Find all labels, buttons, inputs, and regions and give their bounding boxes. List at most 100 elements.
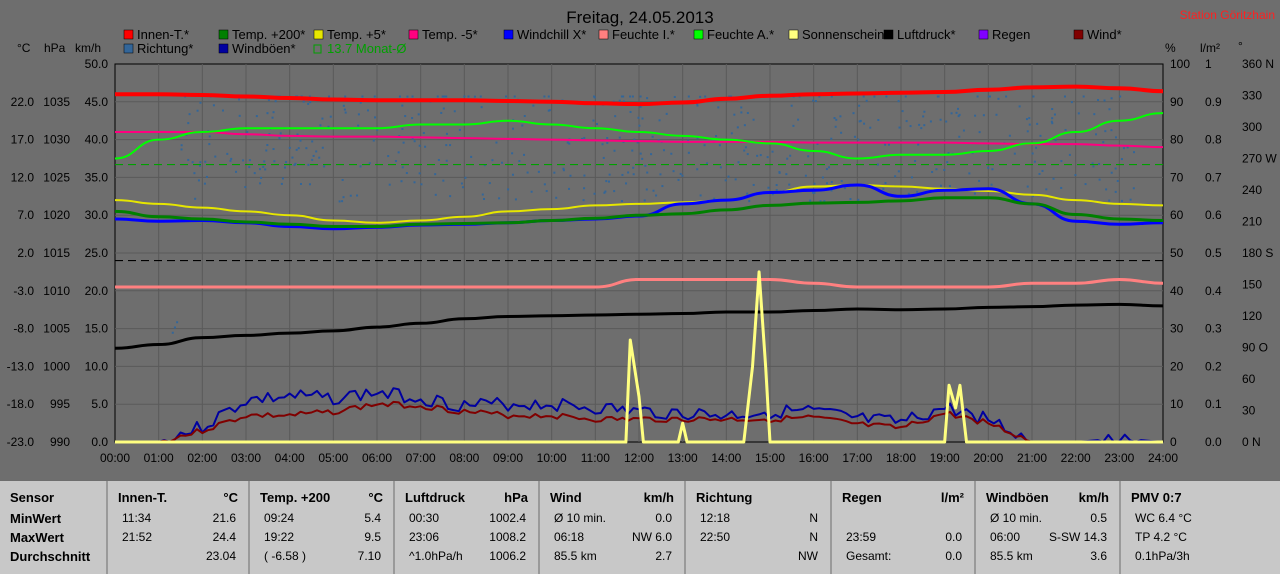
series-line (115, 277, 1164, 289)
direction-point (730, 132, 733, 135)
direction-point (397, 151, 400, 154)
tick-wind: 15.0 (85, 322, 109, 336)
stats-avg-value: 2.7 (655, 549, 672, 563)
direction-point (812, 99, 815, 102)
direction-point (405, 172, 408, 175)
stats-avg-note: Gesamt: (846, 549, 892, 563)
direction-point (790, 104, 793, 107)
direction-point (789, 154, 792, 157)
direction-point (199, 161, 202, 164)
direction-point (859, 119, 862, 122)
direction-point (495, 141, 498, 144)
direction-point (1028, 117, 1031, 120)
legend-label: Windböen* (232, 41, 296, 56)
direction-point (1104, 130, 1107, 133)
direction-point (442, 179, 445, 182)
direction-point (1132, 187, 1135, 190)
direction-point (622, 100, 625, 103)
direction-point (976, 95, 979, 98)
direction-point (194, 197, 197, 200)
direction-point (197, 179, 200, 182)
stats-max-value: 0.0 (945, 530, 962, 544)
direction-point (853, 135, 856, 138)
stats-max-value: S-SW 14.3 (1048, 530, 1107, 544)
direction-scatter (171, 95, 1136, 334)
direction-point (813, 191, 816, 194)
direction-point (990, 183, 993, 186)
direction-point (632, 173, 635, 176)
legend: Innen-T.* Temp. +200* Temp. +5* Temp. -5* Wi… (123, 27, 1122, 56)
chart-title: Freitag, 24.05.2013 (566, 8, 713, 27)
stats-column: Temp. +200 °C 09:24 5.4 19:22 9.5 ( -6.58 ) 7.1… (250, 481, 395, 574)
legend-label: Sonnenschein* (802, 27, 889, 42)
stats-sensor-name: Luftdruck (405, 490, 465, 505)
direction-point (766, 156, 769, 159)
tick-rain: 0.9 (1205, 95, 1222, 109)
direction-point (997, 97, 1000, 100)
direction-point (187, 122, 190, 125)
direction-point (532, 104, 535, 107)
tick-direction: 360 N (1242, 57, 1274, 71)
tick-humidity: 10 (1170, 397, 1184, 411)
stats-unit: °C (223, 490, 238, 505)
direction-point (1103, 99, 1106, 102)
direction-point (828, 166, 831, 169)
series-line (114, 112, 1164, 160)
stats-max-value: NW 6.0 (631, 530, 672, 544)
direction-point (400, 180, 403, 183)
direction-point (672, 170, 675, 173)
direction-point (865, 99, 868, 102)
legend-swatch (313, 29, 324, 40)
direction-point (394, 160, 397, 163)
direction-point (262, 165, 265, 168)
direction-point (343, 108, 346, 111)
tick-rain: 0.1 (1205, 397, 1222, 411)
direction-point (305, 147, 308, 150)
tick-rain: 0.2 (1205, 359, 1222, 373)
direction-point (266, 144, 269, 147)
direction-point (618, 99, 621, 102)
direction-point (816, 142, 819, 145)
direction-point (746, 192, 749, 195)
stats-min-value: 0.0 (655, 511, 672, 525)
direction-point (1098, 162, 1101, 165)
tick-temp: -8.0 (13, 322, 34, 336)
direction-point (748, 200, 751, 203)
row-labels-column: Sensor MinWert MaxWert Durchschnitt (0, 481, 108, 574)
direction-point (272, 148, 275, 151)
direction-point (849, 198, 852, 201)
direction-point (1035, 146, 1038, 149)
direction-point (807, 155, 810, 158)
direction-point (1092, 165, 1095, 168)
direction-point (797, 118, 800, 121)
stats-avg-note: 85.5 km (990, 549, 1033, 563)
unit-label-humidity: % (1165, 41, 1176, 55)
direction-point (602, 156, 605, 159)
stats-unit: l/m² (940, 490, 964, 505)
legend-swatch (788, 29, 799, 40)
direction-point (420, 183, 423, 186)
direction-point (171, 331, 174, 334)
direction-point (271, 116, 274, 119)
stats-avg-value: 23.04 (205, 549, 236, 563)
direction-point (804, 174, 807, 177)
direction-point (208, 143, 211, 146)
tick-direction: 150 (1242, 278, 1262, 292)
direction-point (659, 173, 662, 176)
direction-point (974, 114, 977, 117)
direction-point (629, 95, 632, 98)
direction-point (987, 166, 990, 169)
direction-point (1110, 97, 1113, 100)
direction-point (978, 131, 981, 134)
direction-point (857, 138, 860, 141)
direction-point (603, 191, 606, 194)
legend-swatch (883, 29, 894, 40)
tick-hour: 05:00 (318, 451, 348, 465)
direction-point (349, 194, 352, 197)
tick-temp: 12.0 (11, 170, 35, 184)
direction-point (279, 132, 282, 135)
direction-point (230, 157, 233, 160)
direction-point (1064, 128, 1067, 131)
legend-label: Luftdruck* (897, 27, 956, 42)
direction-point (272, 111, 275, 114)
